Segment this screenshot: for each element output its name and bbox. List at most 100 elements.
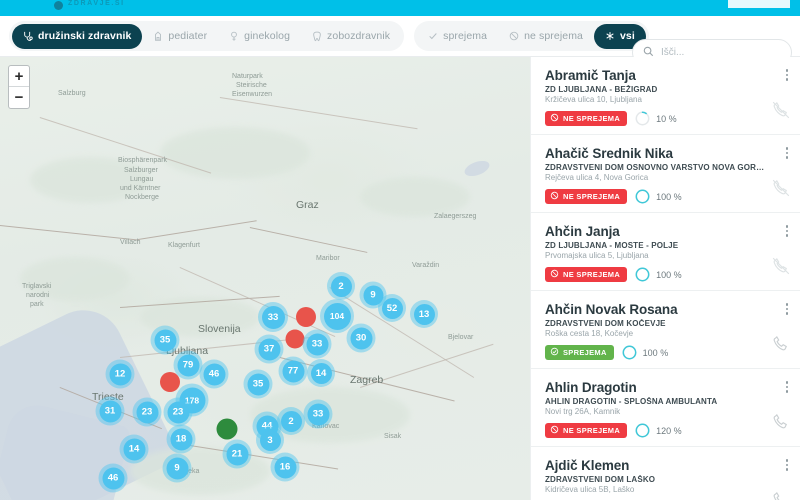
map-cluster-marker[interactable]: 2 bbox=[277, 407, 305, 435]
map-cluster-count: 2 bbox=[280, 410, 302, 432]
map-cluster-marker[interactable]: 21 bbox=[222, 439, 252, 469]
map-cluster-marker[interactable]: 35 bbox=[243, 369, 273, 399]
map-cluster-marker[interactable]: 9 bbox=[162, 453, 192, 483]
filter-toolbar: družinski zdravnik pediater ginekolog bbox=[0, 16, 800, 66]
map-cluster-count: 21 bbox=[226, 443, 248, 465]
phone-off-icon[interactable] bbox=[771, 100, 791, 120]
list-item[interactable]: Ahačič Srednik Nika ZDRAVSTVENI DOM OSNO… bbox=[531, 135, 800, 213]
map-cluster-marker[interactable]: 16 bbox=[270, 452, 300, 482]
map-cluster-marker[interactable]: 23 bbox=[163, 397, 193, 427]
map-cluster-marker[interactable]: 3 bbox=[256, 426, 284, 454]
map-terrain bbox=[360, 177, 470, 217]
doctor-name: Ahčin Janja bbox=[545, 224, 620, 239]
map-place-label: Salzburger bbox=[124, 167, 158, 174]
capacity-percent: 100 % bbox=[642, 347, 669, 358]
map-cluster-marker[interactable]: 178 bbox=[175, 383, 209, 417]
map-cluster-count: 104 bbox=[323, 302, 351, 330]
map-cluster-marker[interactable]: 79 bbox=[173, 350, 203, 380]
map-cluster-count: 52 bbox=[381, 297, 403, 319]
map-place-label: Lungau bbox=[130, 176, 154, 183]
zoom-out-button[interactable]: − bbox=[14, 89, 24, 106]
tooth-icon bbox=[312, 31, 322, 42]
map-place-label: park bbox=[30, 301, 44, 308]
map-cluster-count: 3 bbox=[259, 429, 281, 451]
map-cluster-marker[interactable]: 52 bbox=[378, 294, 406, 322]
map-cluster-marker[interactable]: 13 bbox=[410, 300, 438, 328]
phone-icon[interactable] bbox=[771, 334, 791, 354]
map-cluster-marker[interactable]: 2 bbox=[327, 272, 355, 300]
map-cluster-count: 14 bbox=[310, 362, 332, 384]
map-cluster-count: 9 bbox=[166, 457, 188, 479]
phone-off-icon[interactable] bbox=[771, 256, 791, 276]
map-place-label: Graz bbox=[296, 199, 319, 211]
more-options-button[interactable] bbox=[785, 303, 788, 315]
brand-bar-right-chip bbox=[728, 0, 790, 8]
map-place-label: Slovenija bbox=[198, 323, 241, 335]
map-terrain bbox=[20, 257, 130, 301]
list-item[interactable]: Ajdič Klemen ZDRAVSTVENI DOM LAŠKO Kidri… bbox=[531, 447, 800, 500]
doctor-organization: ZDRAVSTVENI DOM LAŠKO bbox=[545, 475, 656, 484]
map-cluster-count bbox=[296, 307, 316, 327]
map-cluster-count: 79 bbox=[177, 354, 199, 376]
phone-off-icon[interactable] bbox=[771, 178, 791, 198]
filter-druzinski-zdravnik[interactable]: družinski zdravnik bbox=[12, 23, 143, 49]
more-options-button[interactable] bbox=[785, 69, 788, 81]
map-cluster-marker[interactable]: 23 bbox=[132, 397, 162, 427]
map-cluster-marker[interactable]: 77 bbox=[278, 356, 308, 386]
more-options-button[interactable] bbox=[785, 381, 788, 393]
more-options-button[interactable] bbox=[785, 225, 788, 237]
map-cluster-marker[interactable] bbox=[216, 418, 238, 440]
filter-sprejema[interactable]: sprejema bbox=[417, 24, 498, 49]
list-item[interactable]: Abramič Tanja ZD LJUBLJANA - BEŽIGRAD Kr… bbox=[531, 57, 800, 135]
filter-pediater[interactable]: pediater bbox=[142, 24, 218, 49]
map-cluster-marker[interactable]: 35 bbox=[150, 325, 180, 355]
map-zoom-control[interactable]: + − bbox=[8, 65, 30, 109]
filter-zobozdravnik[interactable]: zobozdravnik bbox=[301, 24, 401, 49]
map-place-label: Eisenwurzen bbox=[232, 91, 273, 98]
map-place-label: und Kärntner bbox=[120, 185, 161, 192]
map-cluster-marker[interactable]: 46 bbox=[199, 359, 229, 389]
filter-ginekolog[interactable]: ginekolog bbox=[218, 24, 301, 49]
more-options-button[interactable] bbox=[785, 459, 788, 471]
map-cluster-marker[interactable]: 12 bbox=[105, 359, 135, 389]
map-cluster-marker[interactable]: 31 bbox=[95, 396, 125, 426]
ban-icon bbox=[550, 113, 559, 124]
map-cluster-marker[interactable] bbox=[285, 329, 305, 349]
filter-ne-sprejema[interactable]: ne sprejema bbox=[498, 24, 594, 49]
map-place-label: Biosphärenpark bbox=[118, 157, 168, 164]
phone-icon[interactable] bbox=[771, 490, 791, 500]
map-cluster-marker[interactable]: 104 bbox=[320, 299, 354, 333]
map-cluster-marker[interactable]: 14 bbox=[307, 359, 335, 387]
map-cluster-marker[interactable] bbox=[160, 372, 180, 392]
list-item[interactable]: Ahčin Janja ZD LJUBLJANA - MOSTE - POLJE… bbox=[531, 213, 800, 291]
map-cluster-count bbox=[285, 329, 305, 349]
map-cluster-marker[interactable]: 30 bbox=[346, 323, 376, 353]
phone-icon[interactable] bbox=[771, 412, 791, 432]
doctor-name: Ahlin Dragotin bbox=[545, 380, 637, 395]
map-cluster-marker[interactable]: 37 bbox=[254, 334, 284, 364]
map-cluster-marker[interactable]: 14 bbox=[119, 434, 149, 464]
map-cluster-marker[interactable]: 33 bbox=[302, 329, 332, 359]
map-cluster-marker[interactable] bbox=[296, 307, 316, 327]
map-cluster-marker[interactable]: 33 bbox=[258, 302, 288, 332]
zoom-in-button[interactable]: + bbox=[9, 66, 29, 87]
map-canvas[interactable]: Salzburg Biosphärenpark Salzburger Lungau un… bbox=[0, 57, 530, 500]
map-cluster-marker[interactable]: 18 bbox=[166, 424, 196, 454]
map-place-label: Naturpark bbox=[232, 73, 263, 80]
doctor-list-panel[interactable]: Abramič Tanja ZD LJUBLJANA - BEŽIGRAD Kr… bbox=[530, 57, 800, 500]
list-item[interactable]: Ahčin Novak Rosana ZDRAVSTVENI DOM KOČEV… bbox=[531, 291, 800, 369]
search-input[interactable] bbox=[661, 47, 793, 58]
map-cluster-count: 35 bbox=[247, 373, 269, 395]
map-place-label: Zalaegerszeg bbox=[434, 213, 477, 220]
status-label: SPREJEMA bbox=[563, 348, 607, 357]
map-cluster-count: 12 bbox=[109, 363, 131, 385]
doctor-name: Ajdič Klemen bbox=[545, 458, 630, 473]
map-cluster-marker[interactable]: 33 bbox=[303, 399, 333, 429]
map-cluster-marker[interactable]: 46 bbox=[98, 463, 128, 493]
map-place-label: Karlovac bbox=[312, 423, 340, 430]
more-options-button[interactable] bbox=[785, 147, 788, 159]
map-cluster-count bbox=[160, 372, 180, 392]
list-item[interactable]: Ahlin Dragotin AHLIN DRAGOTIN - SPLOŠNA … bbox=[531, 369, 800, 447]
ban-icon bbox=[509, 31, 519, 41]
check-icon bbox=[428, 31, 438, 41]
